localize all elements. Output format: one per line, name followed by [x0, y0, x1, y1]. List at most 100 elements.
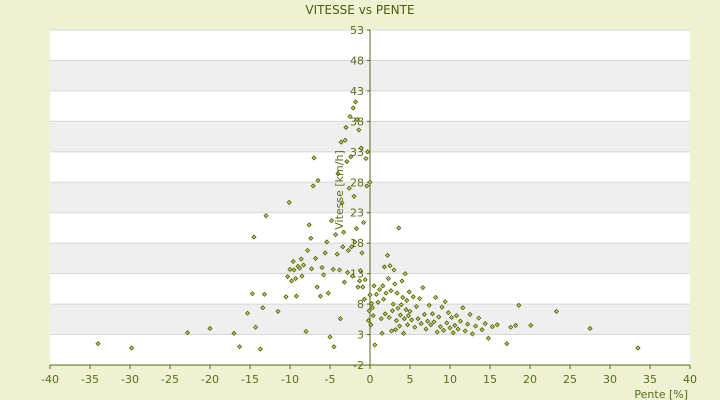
data-point — [494, 322, 500, 328]
data-point — [352, 239, 358, 245]
data-point — [402, 271, 408, 277]
y-tick-label: 8 — [357, 298, 364, 311]
data-point — [367, 179, 373, 185]
data-point — [413, 303, 419, 310]
y-tick-label: 23 — [350, 207, 364, 220]
x-tick-label: 15 — [483, 373, 497, 386]
chart-title: VITESSE vs PENTE — [305, 3, 414, 17]
data-point — [388, 288, 394, 294]
data-point — [425, 318, 431, 324]
data-point — [306, 222, 312, 228]
data-point — [405, 322, 411, 328]
data-point — [389, 308, 395, 314]
data-point — [382, 311, 388, 317]
data-point — [297, 265, 303, 271]
data-point — [346, 185, 352, 191]
data-point — [513, 322, 519, 328]
data-point — [333, 232, 339, 238]
data-point — [407, 308, 413, 314]
data-point — [394, 290, 400, 296]
data-point — [426, 302, 432, 308]
data-point — [311, 155, 317, 161]
data-point — [339, 200, 345, 206]
data-point — [391, 267, 397, 273]
data-point — [383, 290, 389, 296]
data-point — [406, 289, 412, 295]
data-point — [337, 316, 343, 322]
x-tick-label: -30 — [121, 373, 139, 386]
data-point — [322, 250, 328, 256]
x-tick-label: -10 — [281, 373, 299, 386]
data-point — [324, 239, 330, 245]
data-point — [289, 278, 295, 284]
data-point — [415, 316, 421, 322]
data-point — [260, 305, 266, 311]
data-point — [398, 302, 404, 308]
data-point — [371, 283, 377, 289]
data-point — [367, 292, 373, 298]
data-point — [207, 325, 213, 332]
data-point — [327, 334, 333, 340]
data-point — [417, 296, 423, 302]
data-point — [453, 313, 459, 319]
data-point — [397, 323, 403, 329]
data-point — [455, 326, 461, 332]
data-point — [364, 183, 370, 189]
data-point — [345, 269, 351, 275]
data-point — [309, 266, 315, 272]
data-point — [293, 293, 299, 299]
data-point — [381, 264, 387, 270]
data-point — [387, 263, 393, 269]
data-point — [253, 324, 259, 330]
data-point — [315, 177, 321, 184]
data-point — [405, 313, 411, 319]
data-point — [331, 344, 337, 350]
data-point — [361, 296, 367, 302]
x-tick-label: -15 — [241, 373, 259, 386]
data-point — [467, 311, 473, 318]
y-tick-label: 53 — [350, 24, 364, 37]
data-point — [354, 116, 360, 123]
data-point — [185, 330, 191, 336]
data-point — [257, 346, 263, 352]
x-tick-label: 35 — [643, 373, 657, 386]
data-point — [293, 275, 299, 282]
data-point — [482, 321, 488, 327]
x-tick-label: 5 — [407, 373, 414, 386]
data-point — [423, 326, 429, 332]
data-point — [395, 305, 401, 311]
data-point — [344, 158, 350, 165]
data-point — [385, 252, 391, 258]
data-point — [357, 278, 363, 284]
data-point — [301, 262, 307, 268]
data-point — [504, 341, 510, 347]
data-points — [95, 99, 641, 352]
data-point — [338, 139, 344, 145]
data-point — [291, 267, 297, 273]
data-point — [305, 247, 311, 254]
data-point — [341, 279, 347, 285]
data-point — [366, 308, 372, 314]
data-point — [401, 316, 407, 322]
data-point — [377, 286, 383, 293]
data-point — [378, 316, 384, 322]
data-point — [418, 321, 424, 327]
data-point — [359, 250, 365, 256]
data-point — [379, 330, 385, 336]
data-point — [308, 235, 314, 241]
data-point — [396, 225, 402, 231]
data-point — [465, 321, 471, 327]
x-tick-label: 0 — [367, 373, 374, 386]
data-point — [343, 124, 349, 131]
data-point — [436, 314, 442, 320]
data-point — [360, 284, 366, 290]
data-point — [313, 255, 319, 261]
data-point — [450, 330, 456, 336]
data-point — [351, 193, 357, 199]
x-tick-label: -35 — [81, 373, 99, 386]
data-point — [444, 320, 450, 326]
data-point — [431, 319, 437, 325]
data-point — [421, 311, 427, 318]
data-point — [420, 285, 426, 291]
data-point — [353, 99, 359, 105]
